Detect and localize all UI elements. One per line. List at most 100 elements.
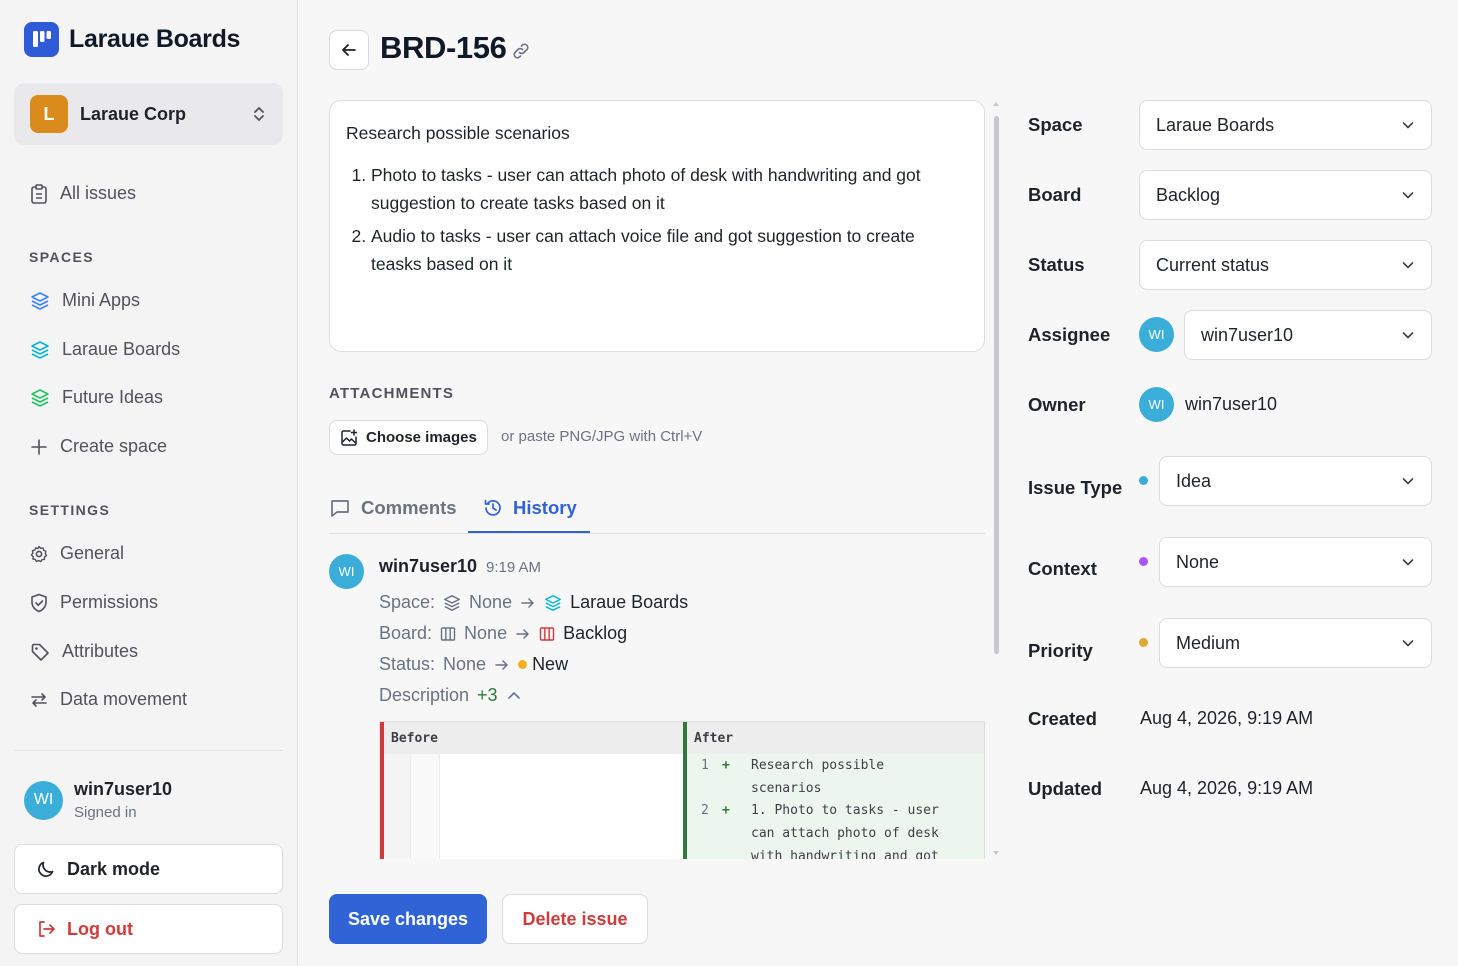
- description-change-count: +3: [477, 685, 498, 705]
- avatar: WI: [24, 780, 63, 820]
- user-name: win7user10: [74, 779, 173, 799]
- spaces-section-title: SPACES: [29, 249, 94, 265]
- status-select[interactable]: Current status: [1139, 240, 1432, 290]
- attachments-title: ATTACHMENTS: [329, 385, 455, 402]
- link-icon[interactable]: [511, 41, 531, 61]
- chevron-down-icon: [1402, 122, 1414, 129]
- board-select[interactable]: Backlog: [1139, 170, 1432, 220]
- change-to: New: [532, 654, 569, 674]
- sidebar-item-attributes[interactable]: Attributes: [30, 641, 138, 662]
- scrollbar-thumb[interactable]: [994, 116, 999, 654]
- description-item: Photo to tasks - user can attach photo o…: [371, 161, 968, 217]
- delete-issue-button[interactable]: Delete issue: [502, 894, 648, 944]
- diff-after-pane: After 1 + Research possible scenarios 2 …: [683, 722, 984, 859]
- arrows-left-right-icon: [31, 692, 47, 707]
- chevron-down-icon: [1402, 192, 1414, 199]
- space-label: Space: [1028, 114, 1083, 135]
- sidebar-item-data-movement[interactable]: Data movement: [30, 689, 187, 710]
- sidebar-item-laraue-boards[interactable]: Laraue Boards: [30, 339, 180, 360]
- sidebar-item-general[interactable]: General: [30, 543, 124, 564]
- tab-label: Comments: [361, 497, 457, 518]
- save-button[interactable]: Save changes: [329, 894, 487, 944]
- tab-history[interactable]: History: [483, 497, 577, 519]
- select-value: Idea: [1176, 470, 1212, 491]
- log-out-button[interactable]: Log out: [14, 904, 283, 954]
- issue-type-select[interactable]: Idea: [1159, 456, 1432, 506]
- dark-mode-label: Dark mode: [67, 858, 161, 879]
- history-change-status: Status: None New: [379, 654, 568, 675]
- board-label: Board: [1028, 184, 1082, 205]
- priority-select[interactable]: Medium: [1159, 618, 1432, 668]
- history-icon: [484, 499, 501, 516]
- sidebar-item-label: Attributes: [62, 641, 139, 661]
- history-change-space: Space: None Laraue Boards: [379, 592, 688, 613]
- chevron-up-down-icon: [254, 107, 264, 121]
- scroll-down-icon[interactable]: [992, 849, 1000, 857]
- priority-label: Priority: [1028, 640, 1093, 661]
- clipboard-icon: [31, 183, 47, 204]
- chevron-up-icon: [507, 691, 520, 699]
- layers-icon: [31, 340, 49, 359]
- updated-value: Aug 4, 2026, 9:19 AM: [1140, 778, 1314, 798]
- description-list: Photo to tasks - user can attach photo o…: [346, 161, 968, 278]
- select-value: Laraue Boards: [1156, 114, 1275, 135]
- change-from: None: [464, 623, 508, 643]
- diff-before-gutter: [384, 754, 440, 859]
- select-value: Medium: [1176, 632, 1241, 653]
- scroll-up-icon[interactable]: [992, 100, 1000, 108]
- sidebar-item-future-ideas[interactable]: Future Ideas: [30, 387, 163, 408]
- change-label: Space:: [379, 592, 436, 612]
- change-label: Board:: [379, 623, 433, 643]
- chevron-down-icon: [1402, 332, 1414, 339]
- arrow-right-icon: [516, 628, 529, 639]
- context-select[interactable]: None: [1159, 537, 1432, 587]
- layers-icon: [31, 291, 49, 310]
- description-editor[interactable]: Research possible scenarios Photo to tas…: [329, 100, 985, 352]
- tab-comments[interactable]: Comments: [329, 497, 457, 519]
- current-user[interactable]: WI win7user10 Signed in: [24, 779, 172, 821]
- columns-icon: [440, 626, 456, 641]
- columns-icon: [539, 626, 555, 641]
- sidebar-item-mini-apps[interactable]: Mini Apps: [30, 290, 140, 311]
- brand[interactable]: Laraue Boards: [24, 22, 240, 57]
- back-button[interactable]: [329, 30, 369, 70]
- comment-icon: [331, 500, 349, 517]
- choose-images-button[interactable]: Choose images: [329, 420, 488, 455]
- main-scrollbar[interactable]: [992, 100, 1000, 860]
- log-out-label: Log out: [67, 918, 133, 939]
- change-label: Status:: [379, 654, 436, 674]
- chevron-down-icon: [1402, 478, 1414, 485]
- space-select[interactable]: Laraue Boards: [1139, 100, 1432, 150]
- owner-value: win7user10: [1185, 394, 1278, 414]
- sidebar-item-all-issues[interactable]: All issues: [30, 183, 136, 204]
- description-item: Audio to tasks - user can attach voice f…: [371, 222, 968, 278]
- arrow-left-icon: [342, 44, 356, 56]
- paste-hint: or paste PNG/JPG with Ctrl+V: [501, 428, 703, 445]
- assignee-label: Assignee: [1028, 324, 1111, 345]
- history-change-description[interactable]: Description +3: [379, 685, 522, 706]
- updated-label: Updated: [1028, 778, 1102, 799]
- app-name: Laraue Boards: [69, 25, 241, 53]
- chevron-down-icon: [1402, 640, 1414, 647]
- arrow-right-icon: [521, 597, 534, 608]
- assignee-select[interactable]: win7user10: [1184, 310, 1432, 360]
- create-space-button[interactable]: Create space: [30, 436, 167, 457]
- moon-icon: [38, 861, 54, 877]
- history-time: 9:19 AM: [486, 559, 542, 576]
- create-space-label: Create space: [60, 436, 168, 456]
- status-label: Status: [1028, 254, 1085, 275]
- chevron-down-icon: [1402, 262, 1414, 269]
- change-from: None: [443, 654, 487, 674]
- diff-line-number: 1: [701, 758, 709, 773]
- issue-type-dot: [1139, 476, 1148, 485]
- diff-line-marker: +: [722, 803, 730, 818]
- priority-dot: [1139, 638, 1148, 647]
- tag-icon: [31, 643, 49, 661]
- context-label: Context: [1028, 558, 1097, 579]
- org-avatar: L: [30, 95, 68, 133]
- diff-line-number: 2: [701, 803, 709, 818]
- org-switcher[interactable]: L Laraue Corp: [14, 83, 283, 145]
- history-user: win7user10: [379, 556, 478, 576]
- dark-mode-button[interactable]: Dark mode: [14, 844, 283, 894]
- sidebar-item-permissions[interactable]: Permissions: [30, 592, 158, 613]
